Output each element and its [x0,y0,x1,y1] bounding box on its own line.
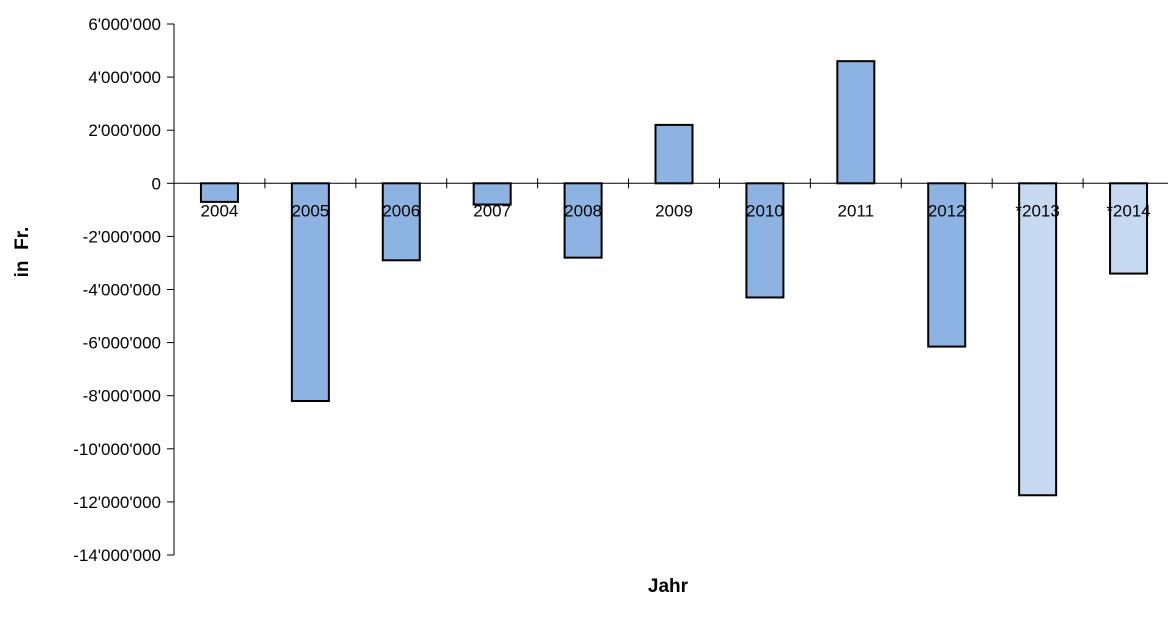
bar-2004 [199,182,239,203]
y-axis-title: in Fr. [12,227,33,278]
x-tick-label: 2005 [291,201,329,220]
x-tick-label: 2006 [382,201,420,220]
bar-2014 [1109,182,1149,275]
y-tick-label: 0 [152,174,161,193]
bar-2012 [927,182,967,348]
x-tick-label: 2010 [746,201,784,220]
y-tick-label: -2'000'000 [83,227,161,246]
x-tick-label: 2008 [564,201,602,220]
bars [199,60,1149,497]
y-tick-label: -12'000'000 [73,493,161,512]
bar-2006 [381,182,421,262]
category-labels: 2004 2005 2006 2007 2008 2009 2010 2011 2012 *201… [201,201,1151,220]
y-tick-label: 4'000'000 [88,68,161,87]
y-tick-label: -4'000'000 [83,281,161,300]
y-tick-label: 2'000'000 [88,121,161,140]
bar-2005 [290,182,330,403]
y-tick-label: -6'000'000 [83,334,161,353]
y-tick-label: -10'000'000 [73,440,161,459]
x-tick-label: 2009 [655,201,693,220]
bar-2011 [836,60,876,185]
y-tick-label: -14'000'000 [73,546,161,565]
x-tick-label: 2011 [838,201,875,220]
bar-2009 [654,123,694,185]
y-axis: 6'000'000 4'000'000 2'000'000 0 -2'000'000 -4… [73,15,175,565]
y-tick-label: -8'000'000 [83,387,161,406]
x-tick-label: *2014 [1106,201,1150,220]
bar-2013 [1018,182,1058,497]
bar-2008 [563,182,603,259]
x-axis [173,178,1168,189]
x-tick-label: 2007 [473,201,511,220]
x-tick-label: 2004 [201,201,239,220]
x-tick-label: *2013 [1015,201,1059,220]
x-axis-title: Jahr [648,576,689,597]
x-tick-label: 2012 [928,201,966,220]
y-tick-label: 6'000'000 [88,15,161,34]
